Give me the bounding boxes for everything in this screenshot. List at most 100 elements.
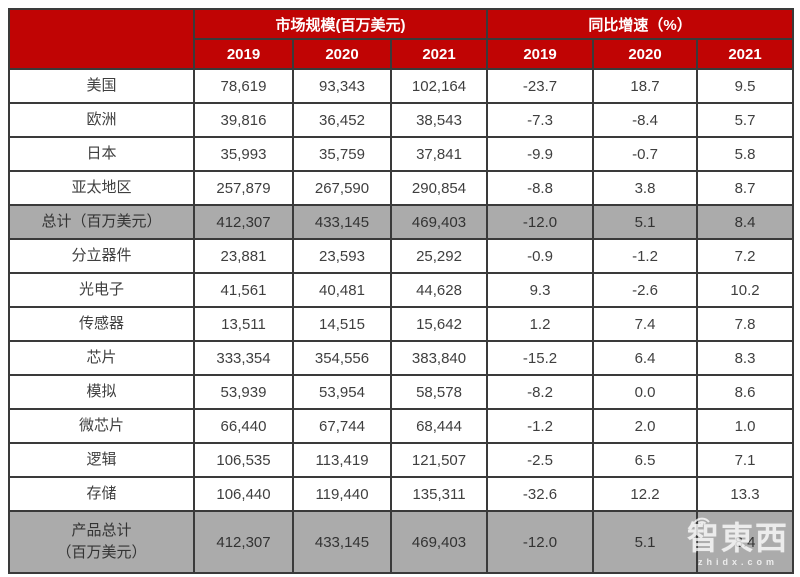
growth-value: 5.8 — [696, 136, 795, 172]
market-value: 290,854 — [389, 170, 489, 206]
row-label: 光电子 — [8, 272, 195, 308]
market-value: 14,515 — [292, 306, 392, 342]
market-value: 78,619 — [193, 68, 294, 104]
market-value: 53,939 — [193, 374, 294, 410]
growth-value: 9.5 — [696, 68, 795, 104]
row-label: 欧洲 — [8, 102, 195, 138]
market-value: 41,561 — [193, 272, 294, 308]
growth-value: 10.2 — [696, 272, 795, 308]
growth-value: 9.3 — [486, 272, 595, 308]
market-value: 412,307 — [193, 510, 294, 574]
semiconductor-market-table: 市场规模(百万美元) 同比增速（%） 2019 2020 2021 2019 2… — [8, 8, 795, 574]
market-value: 433,145 — [292, 510, 392, 574]
market-value: 93,343 — [292, 68, 392, 104]
market-value: 13,511 — [193, 306, 294, 342]
market-value: 106,440 — [193, 476, 294, 512]
header-group-row: 市场规模(百万美元) 同比增速（%） — [8, 8, 795, 70]
year-header-market-2019: 2019 — [193, 38, 294, 70]
table-row-total: 总计（百万美元） 412,307 433,145 469,403 -12.0 5… — [8, 204, 795, 240]
row-label: 微芯片 — [8, 408, 195, 444]
market-value: 25,292 — [389, 238, 489, 274]
table-row: 美国 78,619 93,343 102,164 -23.7 18.7 9.5 — [8, 68, 795, 104]
growth-value: -9.9 — [486, 136, 595, 172]
growth-value: 12.2 — [592, 476, 699, 512]
market-value: 23,881 — [193, 238, 294, 274]
table-row-product-total: 产品总计 （百万美元） 412,307 433,145 469,403 -12.… — [8, 510, 795, 574]
growth-value: -15.2 — [486, 340, 595, 376]
growth-value: -12.0 — [486, 510, 595, 574]
market-value: 412,307 — [193, 204, 294, 240]
market-value: 66,440 — [193, 408, 294, 444]
market-value: 58,578 — [389, 374, 489, 410]
growth-value: -0.9 — [486, 238, 595, 274]
table-row: 亚太地区 257,879 267,590 290,854 -8.8 3.8 8.… — [8, 170, 795, 206]
market-value: 15,642 — [389, 306, 489, 342]
market-value: 121,507 — [389, 442, 489, 478]
year-header-market-2021: 2021 — [389, 38, 489, 70]
row-label: 传感器 — [8, 306, 195, 342]
market-value: 257,879 — [193, 170, 294, 206]
table-row: 分立器件 23,881 23,593 25,292 -0.9 -1.2 7.2 — [8, 238, 795, 274]
market-value: 67,744 — [292, 408, 392, 444]
growth-value: 7.4 — [592, 306, 699, 342]
growth-value: -1.2 — [486, 408, 595, 444]
growth-value: 8.6 — [696, 374, 795, 410]
table-row: 逻辑 106,535 113,419 121,507 -2.5 6.5 7.1 — [8, 442, 795, 478]
growth-value: 8.7 — [696, 170, 795, 206]
table-row: 日本 35,993 35,759 37,841 -9.9 -0.7 5.8 — [8, 136, 795, 172]
corner-cell — [8, 8, 195, 70]
growth-value: 6.5 — [592, 442, 699, 478]
growth-value: 18.7 — [592, 68, 699, 104]
group-header-market-size: 市场规模(百万美元) — [192, 8, 489, 40]
growth-value: 2.0 — [592, 408, 699, 444]
growth-value: 5.1 — [592, 204, 699, 240]
growth-value: 7.2 — [696, 238, 795, 274]
row-label: 美国 — [8, 68, 195, 104]
growth-value: -1.2 — [592, 238, 699, 274]
year-header-growth-2021: 2021 — [696, 38, 795, 70]
market-value: 469,403 — [389, 510, 489, 574]
market-value: 68,444 — [389, 408, 489, 444]
table-row: 欧洲 39,816 36,452 38,543 -7.3 -8.4 5.7 — [8, 102, 795, 138]
growth-value: -7.3 — [486, 102, 595, 138]
table-row: 芯片 333,354 354,556 383,840 -15.2 6.4 8.3 — [8, 340, 795, 376]
table-row: 存储 106,440 119,440 135,311 -32.6 12.2 13… — [8, 476, 795, 512]
market-value: 23,593 — [292, 238, 392, 274]
market-value: 106,535 — [193, 442, 294, 478]
row-label: 分立器件 — [8, 238, 195, 274]
row-label: 存储 — [8, 476, 195, 512]
growth-value: -8.8 — [486, 170, 595, 206]
year-header-market-2020: 2020 — [292, 38, 392, 70]
growth-value: 1.0 — [696, 408, 795, 444]
market-value: 433,145 — [292, 204, 392, 240]
row-label: 逻辑 — [8, 442, 195, 478]
market-value: 135,311 — [389, 476, 489, 512]
growth-value: -0.7 — [592, 136, 699, 172]
market-value: 53,954 — [292, 374, 392, 410]
row-label: 模拟 — [8, 374, 195, 410]
row-label: 总计（百万美元） — [8, 204, 195, 240]
market-value: 333,354 — [193, 340, 294, 376]
row-label: 日本 — [8, 136, 195, 172]
growth-value: -8.2 — [486, 374, 595, 410]
row-label: 芯片 — [8, 340, 195, 376]
market-value: 469,403 — [389, 204, 489, 240]
growth-value: -2.5 — [486, 442, 595, 478]
growth-value: 8.4 — [696, 204, 795, 240]
market-value: 36,452 — [292, 102, 392, 138]
market-value: 354,556 — [292, 340, 392, 376]
growth-value: 8.4 — [696, 510, 795, 574]
market-value: 40,481 — [292, 272, 392, 308]
market-value: 35,993 — [193, 136, 294, 172]
growth-value: 7.1 — [696, 442, 795, 478]
growth-value: -2.6 — [592, 272, 699, 308]
growth-value: 6.4 — [592, 340, 699, 376]
growth-value: 7.8 — [696, 306, 795, 342]
market-value: 35,759 — [292, 136, 392, 172]
table-row: 传感器 13,511 14,515 15,642 1.2 7.4 7.8 — [8, 306, 795, 342]
table-row: 光电子 41,561 40,481 44,628 9.3 -2.6 10.2 — [8, 272, 795, 308]
market-value: 119,440 — [292, 476, 392, 512]
growth-value: 5.1 — [592, 510, 699, 574]
table-row: 微芯片 66,440 67,744 68,444 -1.2 2.0 1.0 — [8, 408, 795, 444]
